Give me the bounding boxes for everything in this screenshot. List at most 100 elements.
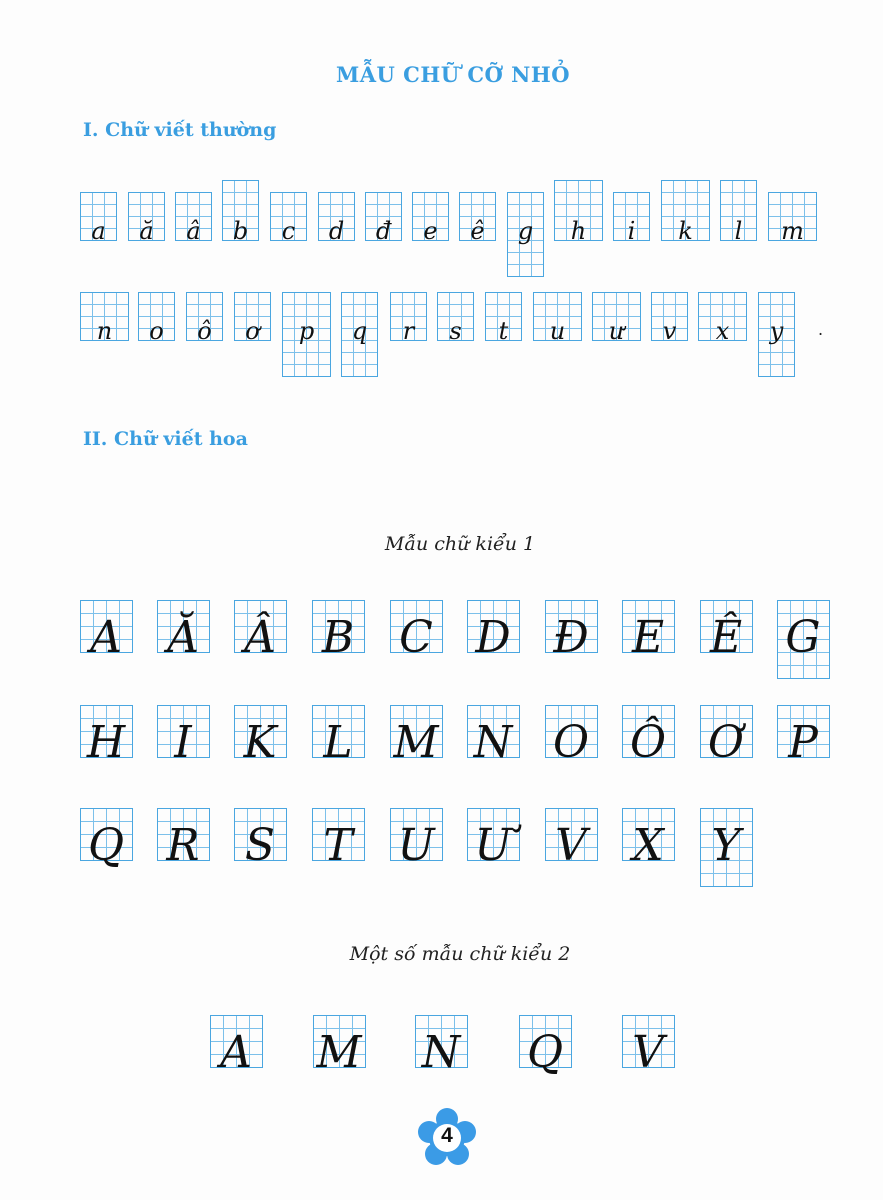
uppercase-letter: K [243, 716, 277, 768]
lowercase-grid-box [412, 192, 449, 241]
uppercase-letter: Ư [474, 819, 512, 871]
uppercase-grid-box [157, 600, 210, 653]
uppercase-grid-box [390, 600, 443, 653]
uppercase-grid-box [234, 705, 287, 758]
lowercase-letter: ư [608, 317, 625, 346]
lowercase-letter: i [627, 217, 636, 246]
lowercase-letter: d [328, 217, 345, 246]
lowercase-grid-box [485, 292, 522, 341]
lowercase-grid-box [365, 192, 402, 241]
uppercase-letter: D [475, 611, 511, 663]
uppercase-letter-style-2: V [632, 1026, 664, 1078]
lowercase-grid-box [698, 292, 747, 341]
uppercase-grid-box [777, 600, 830, 679]
lowercase-letter: ô [197, 317, 212, 346]
uppercase-letter-style-2: N [421, 1026, 461, 1078]
uppercase-letter: V [555, 819, 587, 871]
uppercase-grid-box [313, 1015, 366, 1068]
uppercase-grid-box [519, 1015, 572, 1068]
uppercase-letter: G [785, 611, 821, 663]
lowercase-grid-box [282, 292, 331, 377]
uppercase-grid-box [80, 808, 133, 861]
caption-style-2: Một số mẫu chữ kiểu 2 [349, 943, 571, 965]
lowercase-letter: h [570, 217, 587, 246]
lowercase-letter: y [769, 317, 784, 346]
uppercase-letter-style-2: M [316, 1026, 362, 1078]
uppercase-letter: Ă [167, 611, 199, 663]
uppercase-letter: Ê [709, 611, 743, 663]
uppercase-letter: X [632, 819, 664, 871]
lowercase-grid-box [768, 192, 817, 241]
lowercase-grid-box [592, 292, 641, 341]
uppercase-grid-box [467, 808, 520, 861]
lowercase-grid-box [533, 292, 582, 341]
uppercase-grid-box [622, 1015, 675, 1068]
uppercase-grid-box [157, 705, 210, 758]
uppercase-grid-box [622, 808, 675, 861]
uppercase-grid-box [80, 705, 133, 758]
uppercase-letter: R [166, 819, 200, 871]
lowercase-letter: v [662, 317, 677, 346]
lowercase-letter: r [402, 317, 415, 346]
lowercase-letter: ê [470, 217, 485, 246]
lowercase-letter: â [186, 217, 201, 246]
uppercase-letter: M [393, 716, 439, 768]
caption-style-1: Mẫu chữ kiểu 1 [384, 533, 536, 555]
uppercase-grid-box [234, 600, 287, 653]
uppercase-letter: E [631, 611, 665, 663]
uppercase-letter: T [323, 819, 353, 871]
uppercase-grid-box [312, 808, 365, 861]
lowercase-letter: b [232, 217, 249, 246]
lowercase-grid-box [507, 192, 544, 277]
lowercase-grid-box [651, 292, 688, 341]
uppercase-grid-box [390, 705, 443, 758]
uppercase-letter: B [321, 611, 355, 663]
lowercase-letter: m [781, 217, 804, 246]
lowercase-grid-box [270, 192, 307, 241]
uppercase-letter: H [86, 716, 126, 768]
page-number: 4 [441, 1124, 453, 1147]
flower-page-badge-icon [418, 1108, 476, 1165]
lowercase-grid-box [437, 292, 474, 341]
uppercase-letter: Â [244, 611, 276, 663]
lowercase-grid-box [318, 192, 355, 241]
uppercase-letter: L [323, 716, 353, 768]
uppercase-grid-box [777, 705, 830, 758]
trailing-mark: . [818, 320, 824, 339]
lowercase-grid-box [661, 180, 710, 241]
lowercase-grid-box [758, 292, 795, 377]
lowercase-grid-box [186, 292, 223, 341]
uppercase-letter: C [399, 611, 433, 663]
lowercase-letter: x [715, 317, 730, 346]
lowercase-letter: t [498, 317, 509, 346]
uppercase-grid-box [210, 1015, 263, 1068]
uppercase-grid-box [700, 600, 753, 653]
lowercase-letter: k [678, 217, 693, 246]
uppercase-letter: Q [87, 819, 125, 871]
uppercase-letter: Ơ [707, 716, 745, 768]
lowercase-grid-box [613, 192, 650, 241]
lowercase-letter: a [91, 217, 106, 246]
lowercase-grid-box [341, 292, 378, 377]
uppercase-letter-style-2: A [220, 1026, 252, 1078]
lowercase-grid-box [554, 180, 603, 241]
lowercase-letter: p [298, 317, 315, 346]
uppercase-letter: U [397, 819, 435, 871]
lowercase-grid-box [720, 180, 757, 241]
lowercase-letter: n [96, 317, 113, 346]
uppercase-letter: N [473, 716, 513, 768]
uppercase-grid-box [415, 1015, 468, 1068]
uppercase-grid-box [234, 808, 287, 861]
uppercase-grid-box [312, 705, 365, 758]
uppercase-grid-box [622, 705, 675, 758]
section-heading-lowercase: I. Chữ viết thường [83, 119, 277, 141]
lowercase-grid-box [80, 292, 129, 341]
uppercase-grid-box [622, 600, 675, 653]
uppercase-letter: A [90, 611, 122, 663]
uppercase-letter-style-2: Q [526, 1026, 564, 1078]
lowercase-letter: đ [375, 217, 392, 246]
uppercase-grid-box [545, 600, 598, 653]
uppercase-grid-box [157, 808, 210, 861]
lowercase-letter: s [449, 317, 462, 346]
lowercase-letter: u [549, 317, 566, 346]
